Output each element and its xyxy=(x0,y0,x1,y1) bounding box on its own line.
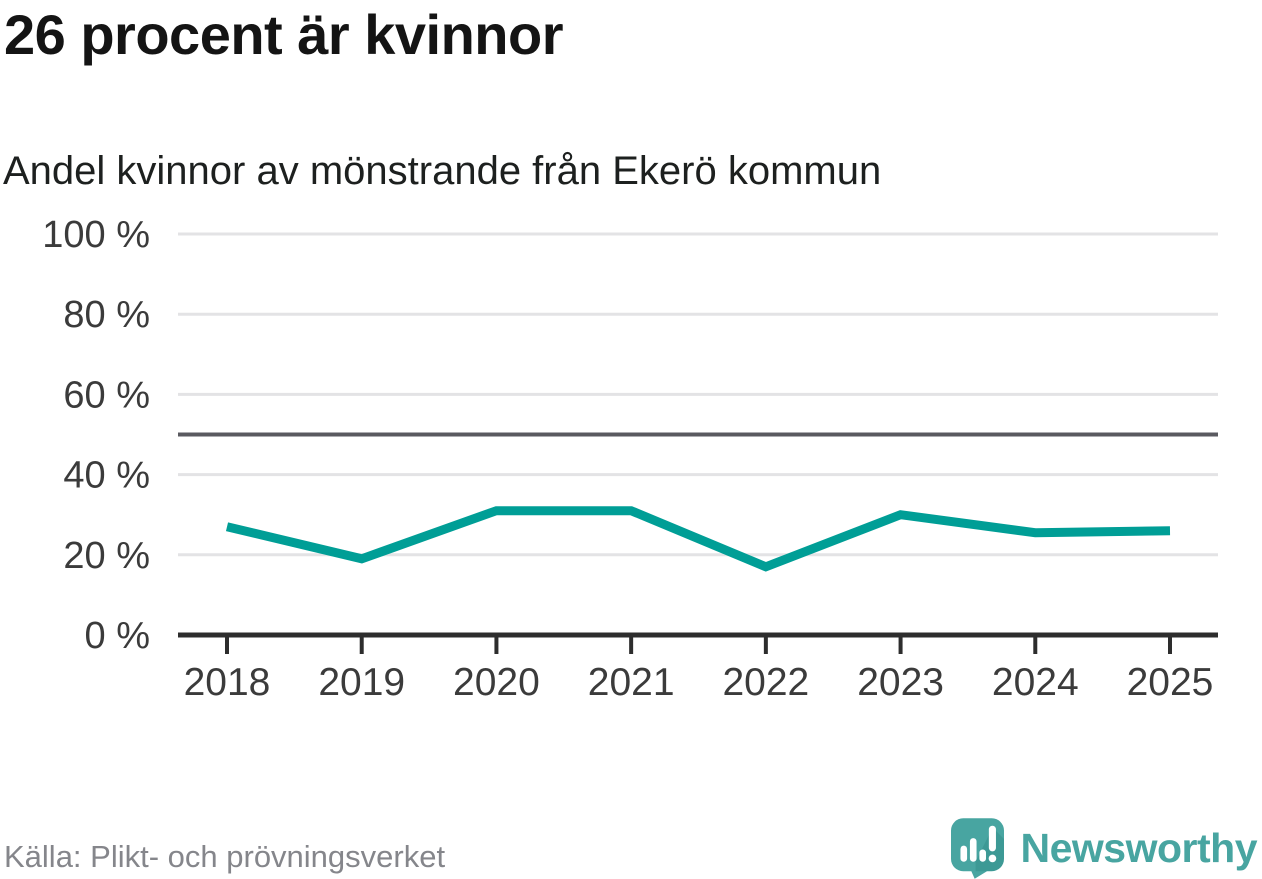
newsworthy-logo-text: Newsworthy xyxy=(1020,825,1258,871)
chart-subtitle: Andel kvinnor av mönstrande från Ekerö k… xyxy=(3,149,882,193)
newsworthy-logo-icon xyxy=(950,818,1004,879)
y-tick-label-100: 100 % xyxy=(42,214,150,256)
logo-exclamation-dot xyxy=(988,854,996,863)
x-tick-label-2025: 2025 xyxy=(1127,661,1214,704)
x-tick-label-2019: 2019 xyxy=(318,661,405,704)
chart-title: 26 procent är kvinnor xyxy=(4,3,564,66)
y-tick-label-0: 0 % xyxy=(85,615,150,657)
x-tick-label-2021: 2021 xyxy=(588,661,675,704)
source-note: Källa: Plikt- och prövningsverket xyxy=(4,839,446,874)
y-tick-label-40: 40 % xyxy=(63,455,150,497)
x-tick-label-2020: 2020 xyxy=(453,661,540,704)
y-tick-label-60: 60 % xyxy=(63,374,150,416)
x-tick-label-2022: 2022 xyxy=(722,661,809,704)
logo-bar-3 xyxy=(978,849,986,862)
y-tick-label-20: 20 % xyxy=(63,535,150,577)
logo-bar-1 xyxy=(959,845,967,862)
line-chart: 0 % 20 % 40 % 60 % 80 % 100 % 2018 2019 2020 2021… xyxy=(42,214,1218,704)
series-line-andel-kvinnor xyxy=(225,506,1171,572)
x-tick-label-2024: 2024 xyxy=(992,661,1079,704)
newsworthy-logo: Newsworthy xyxy=(950,818,1258,879)
x-tick-label-2018: 2018 xyxy=(184,661,271,704)
x-tick-label-2023: 2023 xyxy=(857,661,944,704)
logo-exclamation-bar xyxy=(988,825,996,852)
y-tick-label-80: 80 % xyxy=(63,294,150,336)
logo-bar-2 xyxy=(969,838,977,862)
